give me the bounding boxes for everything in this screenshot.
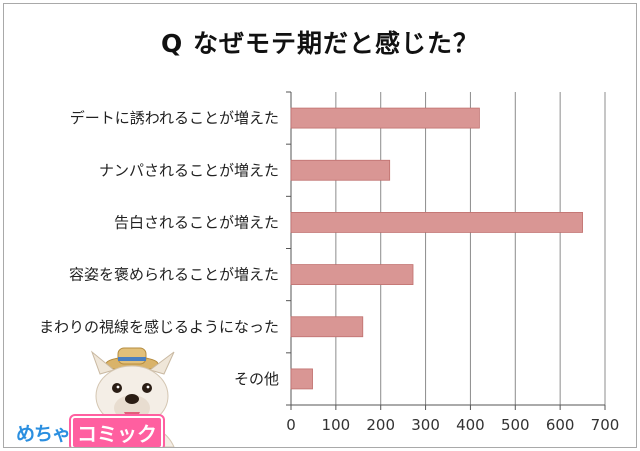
- chart-frame: Q なぜモテ期だと感じた？ 0 100 200 300 400 500 600 700 デートに…: [3, 3, 637, 448]
- x-tick-label: 100: [322, 416, 351, 434]
- x-tick-label: 700: [591, 416, 620, 434]
- mechacomic-logo: めちゃ コミック: [16, 415, 164, 447]
- bar: [290, 159, 391, 181]
- x-tick-label: 0: [286, 416, 296, 434]
- category-label: ナンパされることが増えた: [99, 161, 279, 179]
- category-label: 容姿を褒められることが増えた: [69, 266, 279, 284]
- x-tick-label: 300: [411, 416, 440, 434]
- x-tick-label: 500: [501, 416, 530, 434]
- bar: [290, 368, 313, 390]
- x-tick-label: 400: [456, 416, 485, 434]
- x-tick-label: 600: [546, 416, 575, 434]
- x-tick-label: 200: [366, 416, 395, 434]
- bar: [290, 264, 414, 285]
- logo-text-comic: コミック: [71, 415, 164, 447]
- bar: [290, 316, 364, 338]
- category-label: まわりの視線を感じるようになった: [39, 318, 279, 336]
- logo-text-mecha: めちゃ: [16, 422, 71, 445]
- bar: [290, 107, 480, 129]
- chart-title: Q なぜモテ期だと感じた？: [161, 29, 479, 58]
- category-label: その他: [234, 370, 279, 388]
- category-label: デートに誘われることが増えた: [70, 109, 279, 127]
- bar-chart: 0 100 200 300 400 500 600 700 デートに誘われることが増えたナンパさ…: [39, 91, 620, 434]
- category-label: 告白されることが増えた: [114, 213, 279, 231]
- bar: [290, 212, 583, 233]
